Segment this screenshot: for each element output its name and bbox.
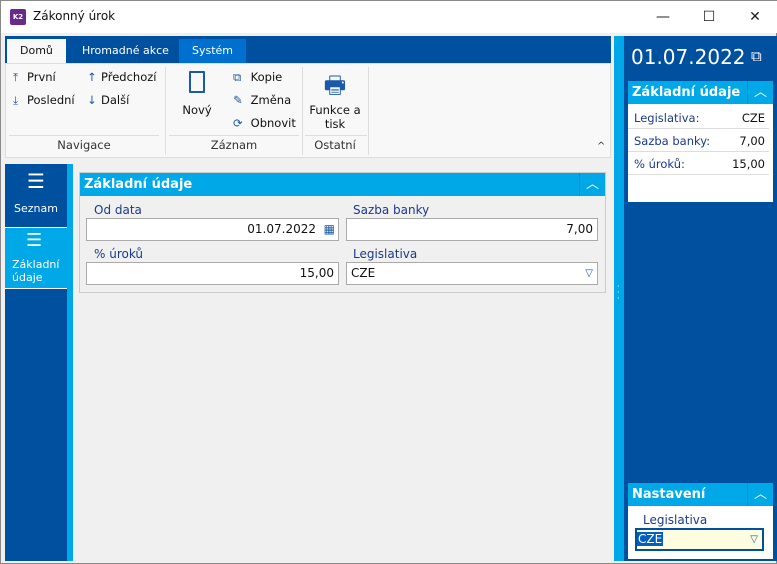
edit-button[interactable]: ✎ Změna	[233, 93, 292, 107]
copy-button[interactable]: ⧉ Kopie	[233, 70, 283, 84]
tab-bulk-actions[interactable]: Hromadné akce	[82, 44, 169, 57]
app-logo-icon: K2	[10, 9, 26, 25]
minimize-button[interactable]: —	[656, 9, 670, 25]
print-button[interactable]: 🖶 Funkce a tisk	[306, 71, 364, 131]
interest-input[interactable]: 15,00	[86, 262, 339, 285]
legislation-select[interactable]: CZE ▽	[346, 262, 598, 285]
maximize-button[interactable]: ☐	[702, 9, 716, 25]
divider	[368, 67, 369, 155]
group-record-label: Záznam	[210, 138, 258, 152]
next-button[interactable]: ↓ Další	[87, 93, 130, 107]
legislation-label: Legislativa	[353, 247, 418, 261]
dropdown-icon[interactable]: ▽	[750, 534, 758, 545]
first-button[interactable]: ⤒ První	[13, 70, 56, 84]
summary-row: Legislativa: CZE	[628, 107, 769, 129]
printer-icon: 🖶	[323, 71, 347, 99]
nav-item-list[interactable]: ☰ Seznam	[5, 166, 67, 224]
panel-splitter[interactable]: · · ·	[614, 36, 624, 561]
bank-rate-label: Sazba banky	[353, 203, 430, 217]
collapse-chevron-icon[interactable]: ︿	[747, 483, 773, 506]
group-navigation-label: Navigace	[57, 138, 111, 152]
collapse-chevron-icon[interactable]: ︿	[579, 173, 605, 196]
summary-row: Sazba banky: 7,00	[628, 130, 769, 152]
refresh-icon: ⟳	[233, 116, 243, 130]
popout-icon[interactable]: ⧉	[751, 47, 762, 65]
summary-header: Základní údaje ︿	[628, 81, 773, 104]
copy-icon: ⧉	[233, 70, 242, 84]
last-button[interactable]: ⤓ Poslední	[13, 93, 75, 107]
summary-row: % úroků: 15,00	[628, 153, 769, 175]
collapse-chevron-icon[interactable]: ︿	[747, 81, 773, 104]
arrow-up-bar-icon: ⤒	[13, 70, 19, 84]
panel-header: Základní údaje ︿	[80, 173, 605, 196]
ribbon-tab-bar	[5, 36, 611, 63]
nav-item-basic-data[interactable]: ☰ Základní údaje	[5, 227, 67, 289]
window-title: Zákonný úrok	[33, 9, 116, 23]
menu-icon: ☰	[27, 169, 45, 193]
bank-rate-input[interactable]: 7,00	[346, 218, 598, 241]
settings-header: Nastavení ︿	[628, 483, 773, 506]
divider	[165, 67, 166, 155]
tab-system[interactable]: Systém	[179, 39, 247, 63]
new-button[interactable]: Nový	[171, 71, 223, 117]
pencil-icon: ✎	[233, 93, 243, 107]
settings-legislation-label: Legislativa	[643, 513, 708, 527]
summary-panel: Základní údaje ︿	[628, 81, 773, 202]
arrow-up-icon: ↑	[87, 70, 97, 84]
previous-button[interactable]: ↑ Předchozí	[87, 70, 157, 84]
new-document-icon	[189, 71, 205, 93]
from-date-label: Od data	[94, 203, 142, 217]
settings-legislation-select[interactable]: CZE ▽	[635, 528, 764, 551]
arrow-down-bar-icon: ⤓	[13, 93, 19, 107]
record-date: 01.07.2022	[631, 45, 746, 69]
close-button[interactable]: ✕	[749, 9, 761, 25]
group-other-label: Ostatní	[314, 138, 356, 152]
collapse-ribbon-icon[interactable]: ^	[597, 141, 606, 152]
divider	[302, 67, 303, 155]
calendar-icon[interactable]: ▦	[323, 222, 335, 236]
nav-strip	[67, 164, 73, 561]
interest-label: % úroků	[94, 247, 144, 261]
list-icon: ☰	[26, 230, 43, 251]
refresh-button[interactable]: ⟳ Obnovit	[233, 116, 296, 130]
title-bar: K2 Zákonný úrok — ☐ ✕	[1, 1, 777, 33]
arrow-down-icon: ↓	[87, 93, 97, 107]
ribbon-body	[5, 63, 611, 158]
dropdown-icon[interactable]: ▽	[585, 268, 593, 279]
from-date-input[interactable]: 01.07.2022 ▦	[86, 218, 339, 241]
tab-home[interactable]: Domů	[7, 39, 66, 63]
